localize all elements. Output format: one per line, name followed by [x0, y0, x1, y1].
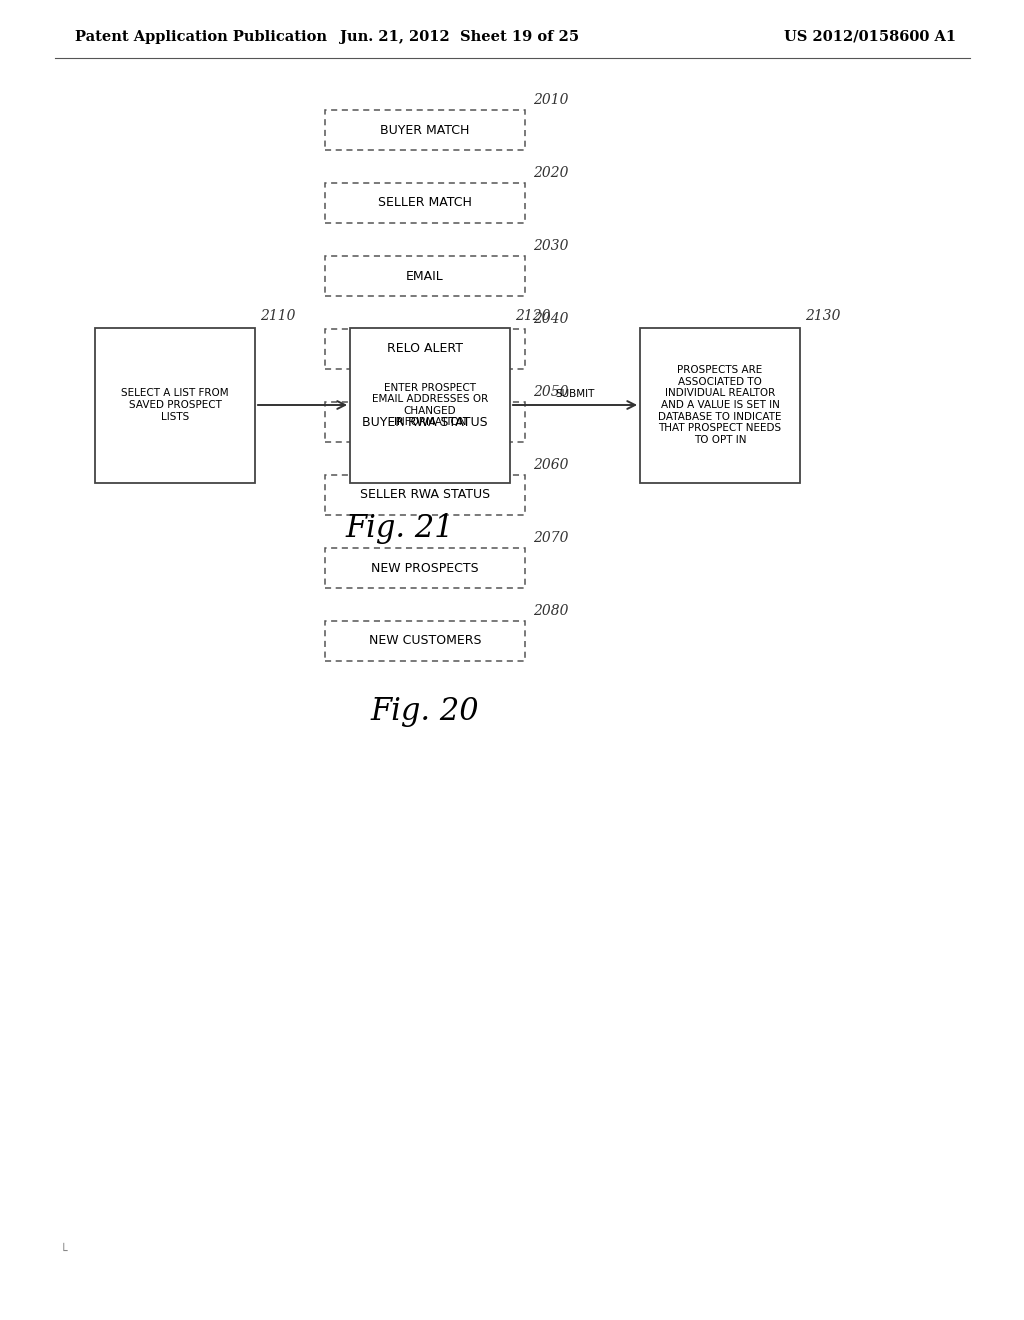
Polygon shape — [640, 327, 800, 483]
Text: 2070: 2070 — [534, 531, 568, 545]
Text: Fig. 20: Fig. 20 — [371, 696, 479, 727]
Text: RELO ALERT: RELO ALERT — [387, 342, 463, 355]
Text: 2010: 2010 — [534, 92, 568, 107]
Polygon shape — [95, 327, 255, 483]
Text: └: └ — [60, 1245, 68, 1258]
Text: PROSPECTS ARE
ASSOCIATED TO
INDIVIDUAL REALTOR
AND A VALUE IS SET IN
DATABASE TO: PROSPECTS ARE ASSOCIATED TO INDIVIDUAL R… — [658, 366, 781, 445]
Polygon shape — [325, 475, 525, 515]
Polygon shape — [325, 329, 525, 370]
Text: 2120: 2120 — [515, 309, 551, 322]
Polygon shape — [325, 548, 525, 587]
Text: SELLER RWA STATUS: SELLER RWA STATUS — [360, 488, 490, 502]
Text: 2030: 2030 — [534, 239, 568, 253]
Text: US 2012/0158600 A1: US 2012/0158600 A1 — [784, 30, 956, 44]
Text: NEW CUSTOMERS: NEW CUSTOMERS — [369, 635, 481, 648]
Polygon shape — [325, 403, 525, 442]
Polygon shape — [325, 110, 525, 150]
Text: 2060: 2060 — [534, 458, 568, 473]
Text: SUBMIT: SUBMIT — [555, 389, 595, 399]
Polygon shape — [350, 327, 510, 483]
Polygon shape — [325, 620, 525, 661]
Text: NEW PROSPECTS: NEW PROSPECTS — [371, 561, 479, 574]
Text: BUYER MATCH: BUYER MATCH — [380, 124, 470, 136]
Text: 2080: 2080 — [534, 605, 568, 618]
Text: SELECT A LIST FROM
SAVED PROSPECT
LISTS: SELECT A LIST FROM SAVED PROSPECT LISTS — [121, 388, 228, 421]
Text: 2110: 2110 — [260, 309, 296, 322]
Text: BUYER RWA STATUS: BUYER RWA STATUS — [362, 416, 487, 429]
Text: Patent Application Publication: Patent Application Publication — [75, 30, 327, 44]
Text: ENTER PROSPECT
EMAIL ADDRESSES OR
CHANGED
INFORMATION: ENTER PROSPECT EMAIL ADDRESSES OR CHANGE… — [372, 383, 488, 428]
Polygon shape — [325, 256, 525, 296]
Text: SELLER MATCH: SELLER MATCH — [378, 197, 472, 210]
Text: 2040: 2040 — [534, 312, 568, 326]
Text: 2020: 2020 — [534, 166, 568, 180]
Text: 2130: 2130 — [805, 309, 841, 322]
Polygon shape — [325, 183, 525, 223]
Text: Jun. 21, 2012  Sheet 19 of 25: Jun. 21, 2012 Sheet 19 of 25 — [340, 30, 580, 44]
Text: EMAIL: EMAIL — [407, 269, 443, 282]
Text: Fig. 21: Fig. 21 — [346, 512, 455, 544]
Text: 2050: 2050 — [534, 385, 568, 399]
